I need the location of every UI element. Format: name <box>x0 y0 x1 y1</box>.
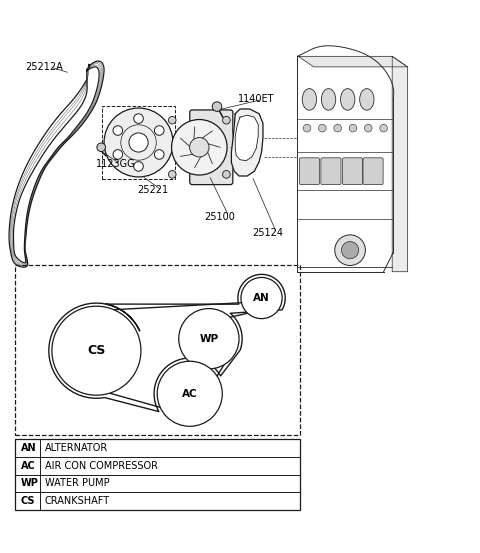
Text: 1140ET: 1140ET <box>238 95 274 105</box>
Text: 1123GG: 1123GG <box>96 159 135 169</box>
Polygon shape <box>9 61 104 267</box>
Circle shape <box>241 278 282 319</box>
FancyBboxPatch shape <box>321 158 341 185</box>
Circle shape <box>134 161 144 171</box>
Polygon shape <box>13 67 99 263</box>
Text: WP: WP <box>199 333 218 344</box>
Circle shape <box>155 126 164 135</box>
Polygon shape <box>231 109 263 176</box>
Text: CS: CS <box>21 496 36 506</box>
Ellipse shape <box>322 88 336 110</box>
Circle shape <box>129 133 148 152</box>
Text: 25221: 25221 <box>137 185 168 195</box>
Polygon shape <box>235 115 258 161</box>
Text: WATER PUMP: WATER PUMP <box>45 478 109 488</box>
Circle shape <box>349 124 357 132</box>
Circle shape <box>335 235 365 265</box>
Text: 25124: 25124 <box>252 228 283 238</box>
Ellipse shape <box>302 88 317 110</box>
FancyBboxPatch shape <box>300 158 320 185</box>
FancyBboxPatch shape <box>363 158 383 185</box>
Circle shape <box>157 361 222 426</box>
Text: 25100: 25100 <box>204 212 235 222</box>
Text: ALTERNATOR: ALTERNATOR <box>45 443 108 453</box>
Circle shape <box>380 124 387 132</box>
Circle shape <box>104 108 173 177</box>
Circle shape <box>223 116 230 124</box>
FancyBboxPatch shape <box>190 110 233 185</box>
Circle shape <box>334 124 341 132</box>
Circle shape <box>179 309 239 369</box>
Circle shape <box>168 170 176 178</box>
FancyBboxPatch shape <box>15 439 300 510</box>
Circle shape <box>155 150 164 159</box>
FancyBboxPatch shape <box>342 158 362 185</box>
Text: 25212A: 25212A <box>25 62 63 72</box>
Circle shape <box>113 150 122 159</box>
Circle shape <box>223 170 230 178</box>
Text: AN: AN <box>253 293 270 303</box>
FancyBboxPatch shape <box>15 265 300 435</box>
Text: WP: WP <box>21 478 39 488</box>
Circle shape <box>341 242 359 259</box>
Circle shape <box>52 306 141 395</box>
Polygon shape <box>392 56 408 272</box>
Circle shape <box>113 126 122 135</box>
Circle shape <box>97 143 106 152</box>
Text: CS: CS <box>87 344 106 357</box>
Circle shape <box>303 124 311 132</box>
Ellipse shape <box>340 88 355 110</box>
Circle shape <box>171 119 227 175</box>
Text: AC: AC <box>182 389 198 399</box>
Ellipse shape <box>360 88 374 110</box>
Text: CRANKSHAFT: CRANKSHAFT <box>45 496 110 506</box>
Text: AN: AN <box>21 443 36 453</box>
Circle shape <box>168 116 176 124</box>
Circle shape <box>212 102 222 111</box>
Circle shape <box>319 124 326 132</box>
Circle shape <box>134 114 144 123</box>
Polygon shape <box>299 56 408 67</box>
Text: AIR CON COMPRESSOR: AIR CON COMPRESSOR <box>45 461 158 471</box>
Circle shape <box>190 138 209 157</box>
Circle shape <box>364 124 372 132</box>
Text: AC: AC <box>21 461 36 471</box>
